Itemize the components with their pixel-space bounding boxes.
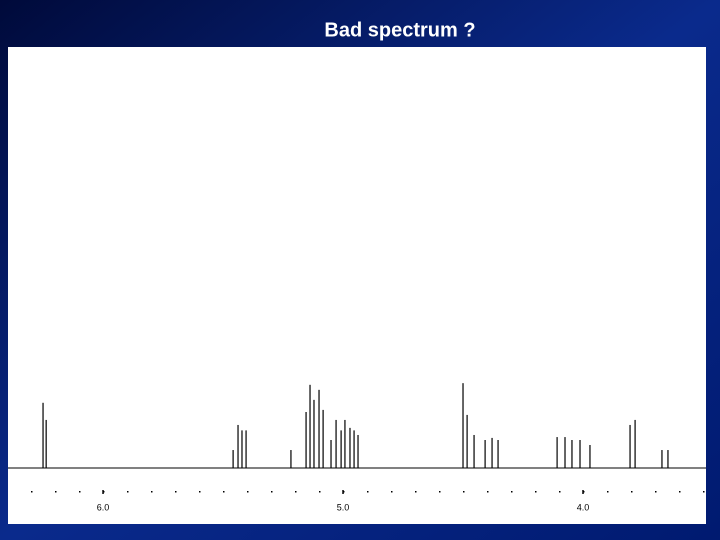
minor-tick-dot [223, 491, 225, 493]
minor-tick-dot [511, 491, 513, 493]
minor-tick-dot [535, 491, 537, 493]
spectrum-panel [8, 47, 706, 524]
slide-title: Bad spectrum ? [324, 19, 475, 41]
minor-tick-dot [391, 491, 393, 493]
minor-tick-dot [295, 491, 297, 493]
x-tick-label: 6.0 [97, 502, 110, 512]
minor-tick-dot [319, 491, 321, 493]
minor-tick-dot [127, 491, 129, 493]
minor-tick-dot [631, 491, 633, 493]
minor-tick-dot [31, 491, 33, 493]
minor-tick-dot [79, 491, 81, 493]
minor-tick-dot [655, 491, 657, 493]
minor-tick-dot [199, 491, 201, 493]
minor-tick-dot [607, 491, 609, 493]
minor-tick-dot [367, 491, 369, 493]
minor-tick-dot [703, 491, 705, 493]
minor-tick-dot [439, 491, 441, 493]
minor-tick-dot [679, 491, 681, 493]
minor-tick-dot [175, 491, 177, 493]
minor-tick-dot [55, 491, 57, 493]
minor-tick-dot [487, 491, 489, 493]
minor-tick-dot [463, 491, 465, 493]
minor-tick-dot [415, 491, 417, 493]
minor-tick-dot [247, 491, 249, 493]
minor-tick-dot [151, 491, 153, 493]
minor-tick-dot [559, 491, 561, 493]
x-tick-label: 5.0 [337, 502, 350, 512]
x-tick-label: 4.0 [577, 502, 590, 512]
minor-tick-dot [271, 491, 273, 493]
